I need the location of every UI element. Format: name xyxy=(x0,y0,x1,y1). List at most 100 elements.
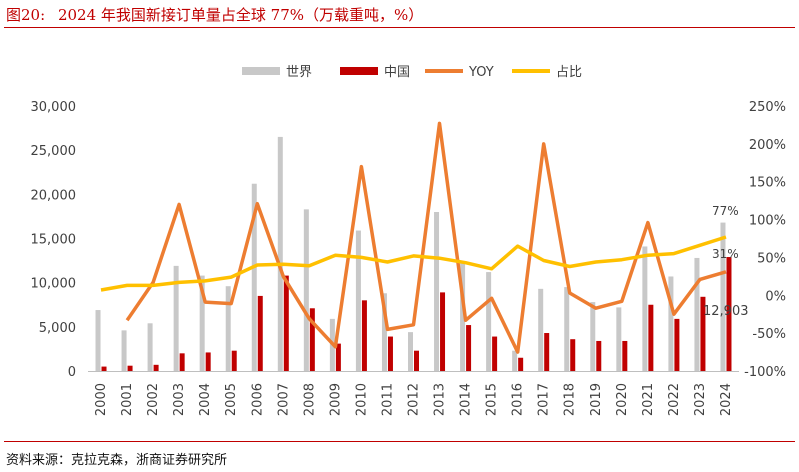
x-tick-label: 2020 xyxy=(615,383,630,416)
right-axis-tick-label: 200% xyxy=(749,138,786,153)
right-axis-tick-label: 0% xyxy=(765,289,786,304)
x-tick-label: 2000 xyxy=(94,383,109,416)
x-tick-label: 2013 xyxy=(433,383,448,416)
bar-world xyxy=(199,275,205,371)
bar-china xyxy=(414,350,419,371)
bar-china xyxy=(361,300,367,371)
legend-label: 世界 xyxy=(286,65,312,80)
legend-label: YOY xyxy=(468,65,494,80)
bar-world xyxy=(616,307,622,371)
annotation-yoy-2024: 31% xyxy=(712,247,739,261)
x-tick-label: 2012 xyxy=(407,383,422,416)
right-axis-tick-label: 250% xyxy=(749,100,786,115)
x-tick-label: 2016 xyxy=(511,383,526,416)
legend-swatch xyxy=(242,67,280,75)
bar-world xyxy=(225,286,231,371)
bar-world xyxy=(486,272,492,371)
right-axis-tick-label: 50% xyxy=(757,251,786,266)
right-axis-tick-label: 150% xyxy=(749,176,786,191)
x-tick-label: 2024 xyxy=(719,383,734,416)
figure-number: 图20: xyxy=(6,6,46,24)
source-rule xyxy=(4,441,795,442)
left-axis-tick-label: 5,000 xyxy=(39,321,76,336)
right-axis-tick-label: -50% xyxy=(752,327,786,342)
bar-china xyxy=(205,352,211,371)
bar-china xyxy=(283,275,289,371)
bar-china xyxy=(570,339,576,371)
left-axis-tick-label: 0 xyxy=(68,365,76,380)
annotation-china-2024: 12,903 xyxy=(703,304,749,319)
bar-china xyxy=(335,343,341,371)
bar-world xyxy=(408,332,413,371)
right-axis-tick-label: 100% xyxy=(749,214,786,229)
x-tick-label: 2014 xyxy=(459,383,474,416)
x-tick-label: 2010 xyxy=(354,383,369,416)
bar-world xyxy=(538,288,544,371)
annotation-share-2024: 77% xyxy=(712,204,739,218)
bar-china xyxy=(596,340,602,371)
bar-china xyxy=(648,304,654,371)
bar-world xyxy=(642,246,648,371)
x-tick-label: 2018 xyxy=(563,383,578,416)
bar-world xyxy=(303,209,309,371)
x-tick-label: 2001 xyxy=(120,383,135,416)
bar-china xyxy=(700,296,706,371)
bar-world xyxy=(173,265,179,371)
x-tick-label: 2022 xyxy=(667,383,682,416)
bar-china xyxy=(466,325,472,371)
bar-china xyxy=(127,365,133,371)
legend-label: 中国 xyxy=(384,65,410,80)
bar-china xyxy=(309,308,315,371)
legend-label: 占比 xyxy=(556,65,582,80)
source-note: 资料来源：克拉克森，浙商证券研究所 xyxy=(6,453,228,468)
bar-china xyxy=(492,336,498,371)
x-tick-label: 2015 xyxy=(485,383,500,416)
x-tick-label: 2006 xyxy=(250,383,265,416)
bar-world xyxy=(434,212,440,371)
bar-china xyxy=(726,257,732,371)
bar-china xyxy=(674,318,680,371)
x-tick-label: 2023 xyxy=(693,383,708,416)
bar-world xyxy=(590,302,596,371)
x-tick-label: 2003 xyxy=(172,383,187,416)
x-tick-label: 2011 xyxy=(380,383,395,416)
bar-world xyxy=(277,136,283,371)
figure-title: 图20: 2024 年我国新接订单量占全球 77%（万载重吨，%） xyxy=(6,4,423,25)
bar-china xyxy=(387,336,393,371)
right-axis-tick-label: -100% xyxy=(744,365,786,380)
bar-china xyxy=(179,353,185,371)
bar-world xyxy=(694,257,700,371)
bar-world xyxy=(95,310,101,371)
x-tick-label: 2008 xyxy=(302,383,317,416)
bar-world xyxy=(121,330,127,371)
x-tick-label: 2019 xyxy=(589,383,604,416)
left-axis-tick-label: 15,000 xyxy=(31,233,77,248)
x-tick-label: 2005 xyxy=(224,383,239,416)
x-tick-label: 2009 xyxy=(328,383,343,416)
bar-china xyxy=(153,364,159,371)
bar-world xyxy=(512,350,518,371)
bar-china xyxy=(101,366,107,371)
bar-world xyxy=(460,263,466,371)
bar-china xyxy=(257,295,263,371)
left-axis-tick-label: 30,000 xyxy=(31,100,77,115)
x-tick-label: 2007 xyxy=(276,383,291,416)
left-axis-tick-label: 10,000 xyxy=(31,277,77,292)
bar-world xyxy=(147,323,153,371)
bar-china xyxy=(622,340,628,371)
figure-title-text: 2024 年我国新接订单量占全球 77%（万载重吨，%） xyxy=(57,6,424,24)
bar-china xyxy=(231,350,237,371)
left-axis-tick-label: 25,000 xyxy=(31,144,77,159)
bar-world xyxy=(355,230,361,371)
line-share xyxy=(100,235,727,292)
x-tick-label: 2017 xyxy=(537,383,552,416)
x-tick-label: 2004 xyxy=(198,383,213,416)
bar-world xyxy=(720,222,726,371)
bar-world xyxy=(381,293,387,371)
bar-world xyxy=(251,183,257,371)
x-tick-label: 2002 xyxy=(146,383,161,416)
bar-world xyxy=(564,287,570,371)
bar-world xyxy=(668,276,674,371)
title-rule xyxy=(4,27,795,28)
